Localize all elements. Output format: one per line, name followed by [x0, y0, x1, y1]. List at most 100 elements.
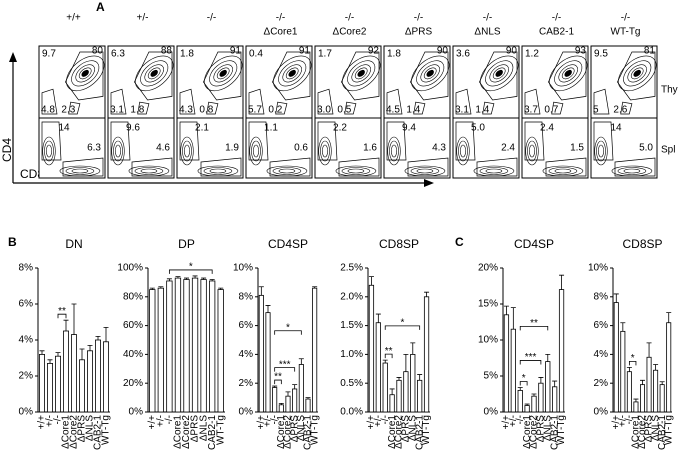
bar: [174, 277, 182, 413]
significance-bracket: [168, 269, 213, 274]
quadrant-value: 2.6: [613, 105, 627, 116]
error-bar: [633, 398, 639, 402]
bar: [666, 322, 672, 413]
y-tick-label: 2%: [594, 378, 609, 389]
bar: [305, 398, 311, 413]
contour: [633, 69, 641, 77]
quadrant-value: 2.3: [61, 105, 75, 116]
error-bar: [653, 364, 659, 371]
x-tick-label: CAB2-1: [207, 415, 218, 450]
x-tick-label: ΔCore1: [387, 415, 398, 449]
bar: [524, 405, 530, 413]
gate: [455, 121, 518, 177]
contour: [627, 64, 647, 83]
y-tick-label: 4%: [594, 349, 609, 360]
error-bar: [209, 279, 215, 281]
significance-label: *: [522, 373, 526, 384]
error-bar: [396, 377, 402, 381]
quadrant-value: 3.6: [456, 49, 470, 60]
genotype-label: ΔCore1: [264, 27, 298, 38]
quadrant-value: 93: [575, 46, 587, 57]
x-tick-label: +/-: [263, 415, 274, 427]
quadrant-value: 4.8: [41, 105, 55, 116]
chart-title: DN: [65, 237, 82, 251]
quadrant-value: 1.1: [264, 123, 278, 134]
contour: [318, 136, 332, 166]
contour: [416, 168, 434, 174]
x-tick-label: ΔCore1: [631, 415, 642, 449]
bar: [503, 314, 510, 413]
gate: [248, 121, 311, 177]
bar: [278, 404, 284, 413]
x-tick-label: ΔNLS: [542, 415, 553, 441]
bar: [368, 284, 375, 413]
contour: [479, 167, 509, 175]
error-bar: [218, 287, 224, 290]
significance-bracket: [519, 360, 542, 365]
error-bar: [410, 342, 416, 355]
bar: [285, 395, 291, 413]
bar: [95, 339, 101, 413]
bar: [403, 371, 409, 413]
y-tick-label: 6%: [594, 320, 609, 331]
error-bar: [79, 348, 85, 360]
quadrant-value: 9.7: [42, 49, 56, 60]
bar: [538, 382, 544, 413]
contour: [111, 136, 125, 166]
contour: [561, 67, 575, 80]
bar: [63, 330, 69, 413]
error-bar: [278, 402, 284, 405]
error-bar: [559, 274, 565, 290]
gate: [179, 121, 242, 177]
quadrant-value: 0.8: [199, 105, 213, 116]
x-tick-label: ΔCore2: [637, 415, 648, 449]
quadrant-value: 0.7: [544, 105, 558, 116]
y-tick-label: 20%: [123, 378, 143, 389]
x-tick-label: +/-: [155, 415, 166, 427]
x-tick-label: -/-: [515, 415, 526, 424]
x-tick-label: CAB2-1: [303, 415, 314, 450]
arrow-head: [9, 52, 17, 62]
contour: [558, 64, 578, 83]
contour: [285, 67, 299, 80]
contour: [354, 67, 368, 80]
contour: [416, 60, 445, 87]
contour: [357, 69, 365, 77]
bar: [312, 287, 318, 413]
bar: [55, 355, 61, 413]
gate: [386, 88, 426, 115]
error-bar: [95, 336, 101, 340]
error-bar: [666, 312, 672, 323]
contour: [113, 140, 123, 162]
bar: [258, 294, 264, 413]
bar: [410, 353, 416, 413]
x-tick-label: +/+: [366, 415, 377, 430]
y-tick-label: 8%: [19, 263, 34, 274]
significance-label: **: [274, 372, 282, 383]
genotype-label: WT-Tg: [611, 27, 641, 38]
quadrant-value: 0.6: [294, 143, 308, 154]
panel-label: C: [455, 235, 464, 249]
y-tick-label: 1.5%: [340, 320, 363, 331]
y-tick-label: 80%: [123, 291, 143, 302]
bar: [646, 356, 652, 413]
x-tick-label: WT-Tg: [663, 415, 674, 445]
quadrant-value: 3.1: [110, 105, 124, 116]
quadrant-value: 1.8: [387, 49, 401, 60]
y-tick-label: 6%: [239, 320, 254, 331]
error-bar: [63, 319, 69, 331]
bar: [149, 289, 156, 413]
error-bar: [382, 359, 388, 364]
x-tick-label: ΔPRS: [536, 415, 547, 443]
contour: [65, 167, 95, 175]
significance-bracket: [274, 379, 282, 385]
genotype-label: -/-: [483, 13, 492, 24]
gate: [41, 121, 104, 177]
contour: [351, 64, 371, 83]
contour: [387, 136, 401, 166]
contour: [209, 60, 238, 87]
quadrant-value: 14: [58, 123, 70, 134]
error-bar: [524, 403, 530, 406]
x-tick-label: +/+: [501, 415, 512, 430]
contour: [81, 69, 89, 77]
